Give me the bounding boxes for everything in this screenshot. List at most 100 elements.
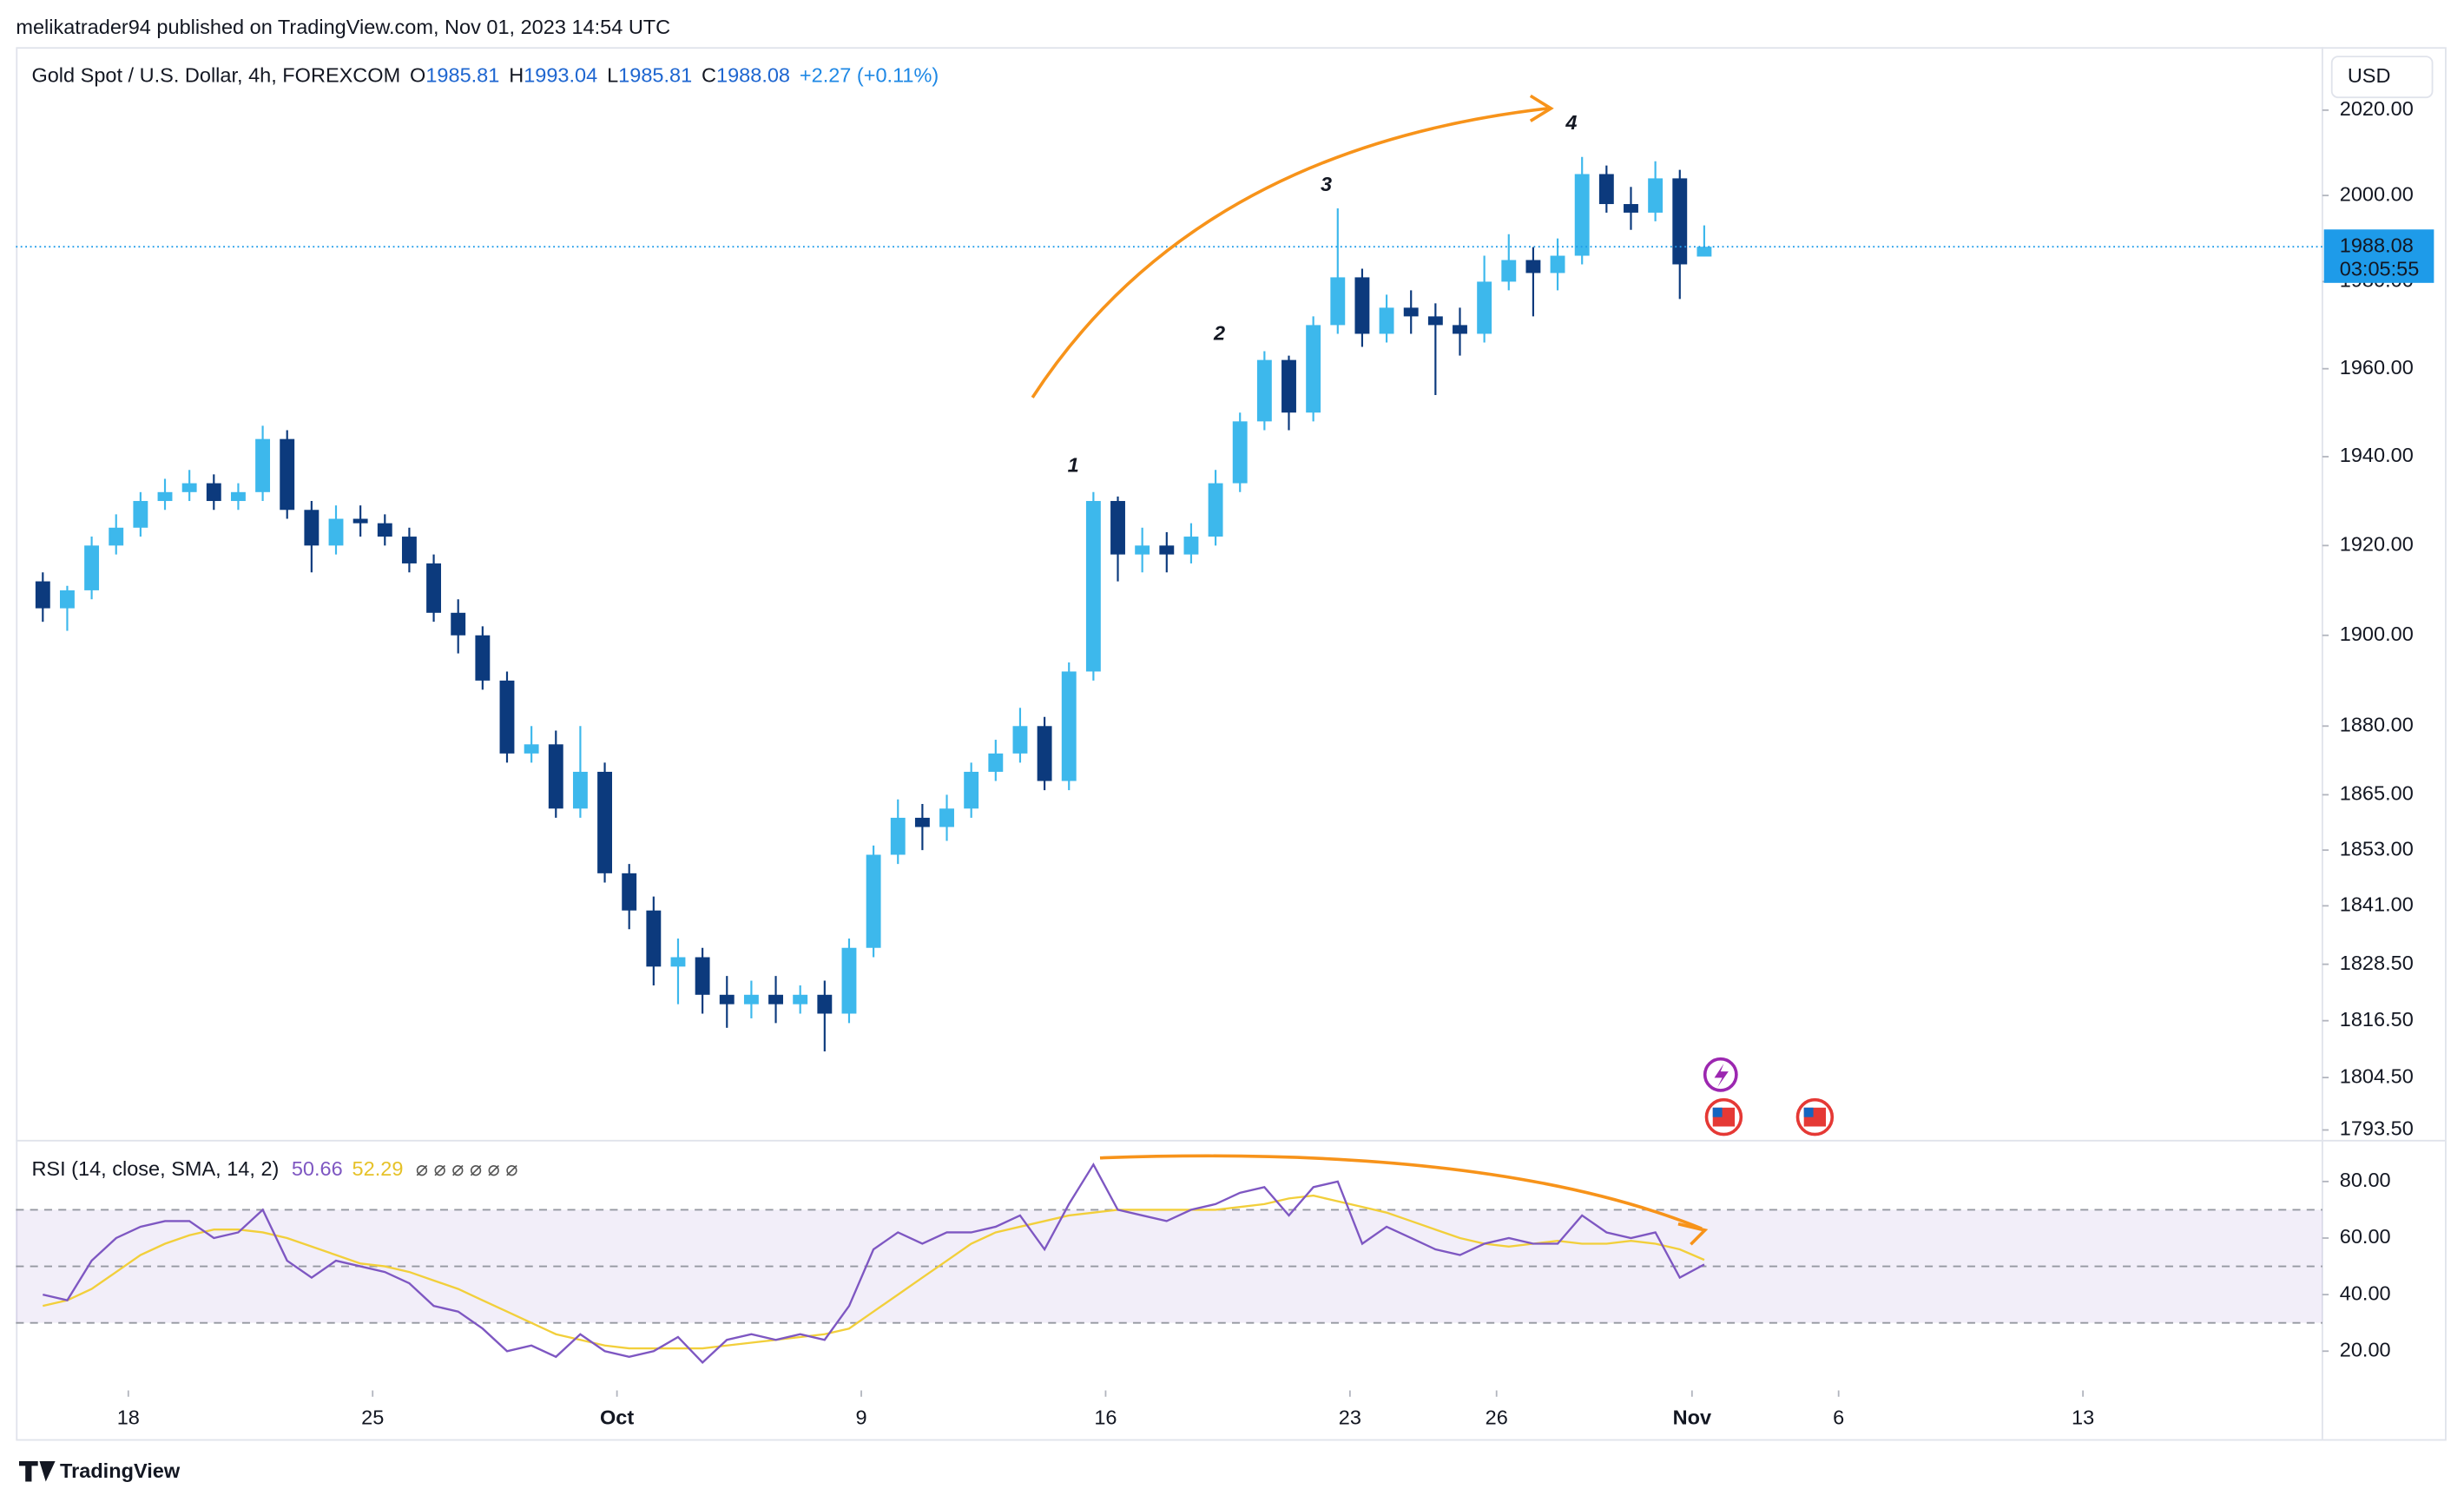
candle-body [1135, 545, 1150, 555]
candle-body [328, 518, 344, 546]
candle-body [304, 510, 320, 546]
candle-body [451, 612, 466, 636]
legend-l: L [607, 64, 618, 87]
candle-body [572, 771, 588, 809]
candle-body [1574, 174, 1590, 256]
candle-body [1110, 501, 1125, 555]
candle-body [1696, 247, 1712, 257]
rsi-pane [43, 1162, 1705, 1364]
candle-body [793, 994, 808, 1005]
y-tick-label: 1865.00 [2340, 782, 2414, 805]
event-bolt [1714, 1064, 1729, 1088]
candle-body [768, 994, 783, 1005]
candle-body [35, 581, 50, 609]
candle-body [280, 438, 295, 511]
candle-body [84, 545, 100, 590]
x-tick-label: 25 [361, 1406, 384, 1428]
wave-label: 1 [1068, 454, 1079, 477]
currency-button[interactable] [2330, 56, 2434, 99]
candle-body [548, 744, 563, 809]
rsi-y-tick-label: 20.00 [2340, 1338, 2391, 1360]
y-tick-label: 1900.00 [2340, 623, 2414, 645]
rsi-sma-line [43, 1194, 1705, 1350]
y-tick-label: 2020.00 [2340, 97, 2414, 120]
x-tick-label: 18 [117, 1406, 140, 1428]
candle-body [719, 994, 735, 1005]
flag-canton [1803, 1107, 1814, 1117]
candle-body [60, 590, 75, 609]
axes: 2020.00 2000.00 1 9 80.00 1960.00 1940.00 1920.… [117, 97, 2434, 1428]
legend-c: C [702, 64, 716, 87]
candle-body [1648, 178, 1664, 213]
candle-body [181, 483, 197, 492]
rsi-line [43, 1162, 1705, 1364]
x-tick-label: 13 [2072, 1406, 2094, 1428]
candle-body [1403, 307, 1419, 317]
divergence-arrow [1099, 1154, 1703, 1230]
rsi-last: 50.66 [292, 1157, 343, 1180]
price-legend: Gold Spot / U.S. Dollar, 4h, FOREXCOM O 19… [31, 64, 939, 87]
wave-label: 3 [1321, 173, 1332, 195]
y-tick-label: 1816.50 [2340, 1008, 2414, 1031]
y-tick-label: 1940.00 [2340, 444, 2414, 466]
wave-arrow [1031, 107, 1548, 399]
y-tick-label: 1960.00 [2340, 356, 2414, 379]
rsi-legend: RSI (14, close, SMA, 14, 2) 50.66 52.29 ⌀ ⌀… [31, 1157, 517, 1180]
y-tick-label: 1804.50 [2340, 1064, 2414, 1087]
price-pane [16, 156, 2322, 1052]
candle-body [646, 910, 662, 967]
last-price-box [2323, 229, 2434, 283]
candle-body [1159, 545, 1175, 555]
flag-canton [1712, 1107, 1723, 1117]
brand-name: TradingView [60, 1459, 181, 1482]
candle-body [1037, 726, 1052, 781]
x-tick-label: 26 [1486, 1406, 1508, 1428]
candle-body [1012, 726, 1028, 754]
candle-body [1550, 255, 1565, 273]
frame [16, 47, 2447, 1441]
candle-body [1427, 316, 1443, 326]
rsi-y-tick-label: 80.00 [2340, 1169, 2391, 1191]
wave-arrowhead [1529, 94, 1554, 122]
candle-body [1379, 307, 1394, 334]
candle-body [1501, 260, 1517, 282]
candle-body [157, 491, 173, 502]
published-note: melikatrader94 published on TradingView.… [16, 16, 670, 38]
x-tick-label: 9 [855, 1406, 866, 1428]
candle-body [1598, 174, 1614, 205]
candle-body [352, 518, 368, 524]
wave-label: 4 [1565, 111, 1577, 134]
legend-o: O [410, 64, 425, 87]
x-tick-label: 16 [1094, 1406, 1117, 1428]
candle-body [109, 527, 124, 546]
rsi-symbols: ⌀ ⌀ ⌀ ⌀ ⌀ ⌀ [416, 1157, 518, 1180]
y-tick-label: 1828.50 [2340, 952, 2414, 974]
candle-body [255, 438, 271, 492]
legend-low: 1985.81 [618, 64, 692, 87]
candle-body [914, 817, 930, 827]
y-tick-label: 1853.00 [2340, 837, 2414, 860]
candle-body [1624, 204, 1638, 213]
candle-body [1183, 537, 1199, 555]
legend-change: +2.27 (+0.11%) [800, 64, 939, 87]
legend-h: H [509, 64, 524, 87]
candle-body [499, 680, 515, 754]
candle-body [1672, 178, 1688, 265]
legend-high: 1993.04 [524, 64, 597, 87]
rsi-y-tick-label: 40.00 [2340, 1281, 2391, 1304]
currency-label[interactable]: USD [2348, 64, 2391, 87]
candle-body [475, 635, 491, 681]
candle-body [622, 873, 637, 911]
candle-body [866, 854, 881, 948]
candle-body [695, 957, 710, 995]
candle-body [1085, 501, 1101, 672]
rsi-label: RSI (14, close, SMA, 14, 2) [31, 1157, 279, 1180]
y-tick-label: 1920.00 [2340, 533, 2414, 556]
symbol-title: Gold Spot / U.S. Dollar, 4h, FOREXCOM [31, 64, 400, 87]
candle-body [206, 483, 221, 502]
candle-body [964, 771, 979, 809]
rsi-y-tick-label: 60.00 [2340, 1225, 2391, 1248]
candle-body [1281, 359, 1296, 413]
